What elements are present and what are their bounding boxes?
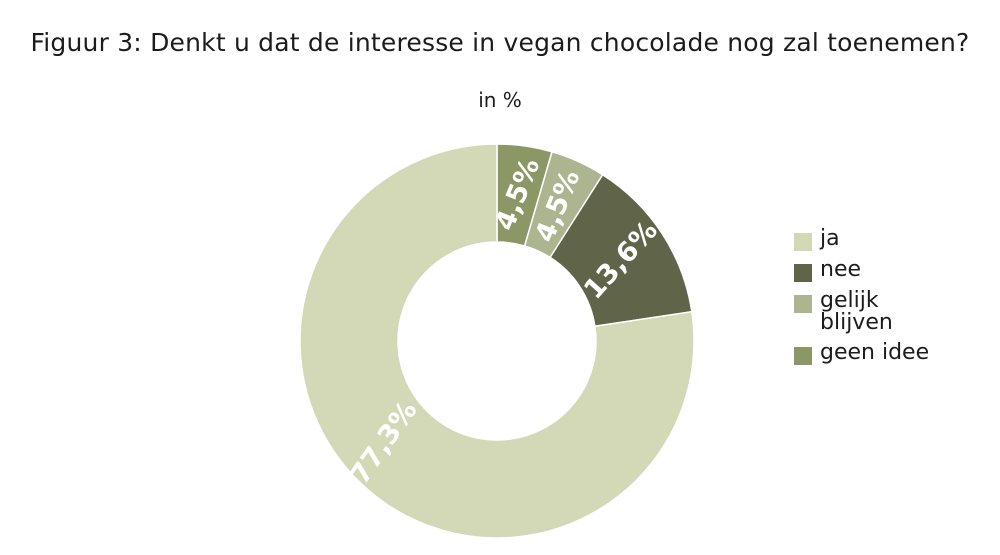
chart-title: Figuur 3: Denkt u dat de interesse in ve…: [30, 28, 970, 57]
chart-subtitle: in %: [478, 88, 522, 112]
legend: ja nee gelijk blijven geen idee: [794, 228, 950, 373]
legend-label-gelijk-blijven: gelijk blijven: [820, 288, 893, 335]
legend-label-ja: ja: [820, 226, 840, 251]
legend-swatch-geen-idee: [794, 347, 812, 365]
legend-item-gelijk-blijven: gelijk blijven: [794, 290, 950, 334]
slice-ja: [299, 143, 695, 539]
legend-item-nee: nee: [794, 259, 950, 282]
legend-swatch-ja: [794, 233, 812, 251]
legend-item-ja: ja: [794, 228, 950, 251]
legend-swatch-nee: [794, 264, 812, 282]
legend-swatch-gelijk-blijven: [794, 295, 812, 313]
legend-label-geen-idee: geen idee: [820, 340, 930, 365]
legend-label-nee: nee: [820, 257, 862, 282]
legend-item-geen-idee: geen idee: [794, 342, 950, 365]
